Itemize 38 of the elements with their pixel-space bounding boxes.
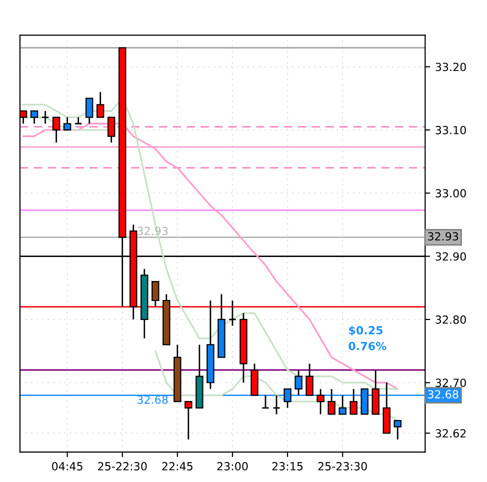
y-tick-label: 33.20 (436, 62, 466, 72)
x-tick-label: 04:45 (52, 462, 82, 470)
candlestick (63, 116, 72, 131)
candlestick (262, 394, 270, 409)
x-tick-label: 25-22:30 (98, 462, 147, 470)
candlestick (184, 400, 192, 440)
candlestick (284, 388, 292, 409)
candlestick (394, 420, 402, 440)
candlestick (107, 116, 116, 144)
candlestick (85, 98, 94, 124)
candlestick (74, 116, 82, 124)
x-tick-label: 22:45 (162, 462, 192, 470)
candlestick (52, 116, 60, 144)
ref-line-label: 32.93 (138, 226, 168, 236)
y-tick-label: 32.62 (436, 429, 466, 438)
y-tick-label: 33.00 (436, 189, 466, 198)
text: 32.68 (428, 390, 458, 398)
text: 32.93 (428, 232, 458, 241)
candlestick (294, 369, 302, 396)
candlestick (316, 388, 324, 415)
x-tick-label: 25-23:30 (318, 462, 367, 470)
candlestick (350, 388, 358, 415)
y-tick-label: 32.80 (436, 315, 466, 324)
x-tick-label: 23:00 (217, 462, 248, 470)
y-tick-label: 32.70 (436, 378, 466, 388)
y-tick-label: 32.90 (436, 252, 466, 261)
annotation: $0.25 (349, 326, 383, 336)
candlestick (328, 388, 336, 415)
x-tick-label: 23:15 (272, 462, 303, 470)
y-tick-label: 33.10 (436, 126, 466, 134)
candlestick (338, 394, 346, 415)
candlestick (272, 394, 281, 415)
candlestick (306, 362, 314, 396)
candlestick (152, 280, 160, 308)
annotation: 0.76% (348, 342, 386, 350)
candlestick (41, 110, 50, 124)
candlestick (96, 91, 104, 118)
candlestick (30, 110, 38, 124)
